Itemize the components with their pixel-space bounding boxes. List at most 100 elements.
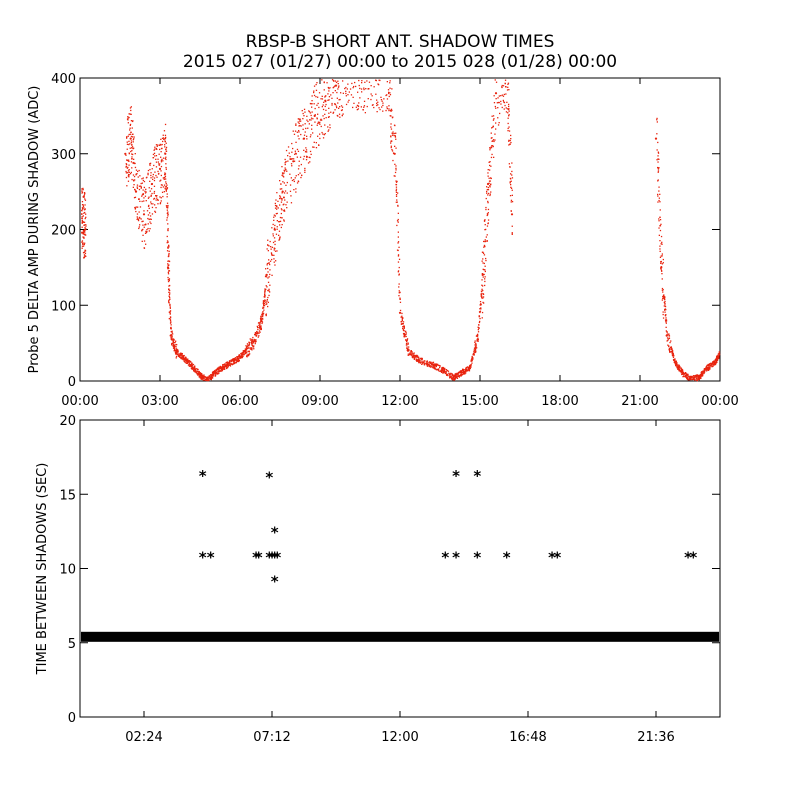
delta-amp-scatter-dot (492, 139, 495, 141)
delta-amp-scatter-dot (501, 86, 503, 89)
delta-amp-scatter-dot (155, 144, 158, 146)
delta-amp-scatter-dot (395, 191, 398, 193)
delta-amp-scatter-dot (145, 231, 147, 234)
delta-amp-scatter-dot (668, 334, 670, 336)
delta-amp-scatter-dot (418, 362, 420, 364)
delta-amp-scatter-dot (253, 340, 255, 342)
delta-amp-scatter-dot (690, 375, 693, 378)
delta-amp-scatter-dot (197, 374, 199, 376)
delta-amp-scatter-dot (474, 348, 476, 350)
delta-amp-scatter-dot (85, 255, 87, 257)
delta-amp-scatter-dot (281, 199, 283, 201)
delta-amp-scatter-dot (225, 366, 228, 368)
delta-amp-scatter-dot (397, 270, 400, 272)
delta-amp-scatter-dot (335, 105, 338, 107)
delta-amp-scatter-dot (399, 312, 402, 314)
delta-amp-scatter-dot (235, 359, 238, 361)
delta-amp-scatter-dot (217, 369, 219, 371)
delta-amp-scatter-dot (504, 79, 507, 81)
delta-amp-scatter-dot (127, 122, 129, 124)
delta-amp-scatter-dot (386, 94, 388, 96)
delta-amp-scatter-dot (660, 268, 662, 270)
delta-amp-scatter-dot (82, 189, 84, 191)
delta-amp-scatter-dot (126, 167, 128, 169)
delta-amp-scatter-dot (240, 352, 242, 355)
delta-amp-scatter-dot (661, 278, 663, 280)
delta-amp-scatter-dot (415, 354, 417, 357)
delta-amp-scatter-dot (196, 372, 198, 374)
delta-amp-scatter-dot (267, 277, 269, 279)
delta-amp-scatter-dot (688, 376, 691, 378)
delta-amp-scatter-dot (425, 362, 427, 365)
delta-amp-scatter-dot (205, 377, 208, 379)
delta-amp-scatter-dot (188, 365, 190, 367)
delta-amp-scatter-dot (344, 87, 346, 90)
delta-amp-scatter-dot (206, 376, 209, 378)
delta-amp-scatter-dot (164, 157, 166, 160)
delta-amp-scatter-dot (668, 333, 670, 335)
delta-amp-scatter-dot (282, 175, 284, 177)
delta-amp-scatter-dot (150, 172, 152, 174)
delta-amp-scatter-dot (381, 106, 383, 108)
delta-amp-scatter-dot (128, 176, 130, 178)
delta-amp-scatter-dot (263, 309, 265, 311)
delta-amp-scatter-dot (363, 106, 365, 108)
outlier-star-marker: * (553, 549, 561, 567)
delta-amp-scatter-dot (347, 101, 349, 103)
delta-amp-scatter-dot (191, 363, 193, 365)
delta-amp-scatter-dot (152, 176, 154, 178)
delta-amp-scatter-dot (662, 258, 664, 261)
delta-amp-scatter-dot (207, 377, 209, 379)
delta-amp-scatter-dot (134, 196, 137, 198)
delta-amp-scatter-dot (676, 367, 679, 369)
delta-amp-scatter-dot (321, 95, 323, 97)
delta-amp-scatter-dot (464, 373, 466, 375)
delta-amp-scatter-dot (318, 92, 321, 94)
delta-amp-scatter-dot (253, 348, 255, 350)
delta-amp-scatter-dot (236, 360, 238, 363)
delta-amp-scatter-dot (671, 351, 673, 353)
delta-amp-scatter-dot (658, 199, 660, 202)
delta-amp-scatter-dot (208, 379, 210, 382)
delta-amp-scatter-dot (177, 350, 179, 352)
delta-amp-scatter-dot (308, 111, 311, 113)
delta-amp-scatter-dot (705, 367, 708, 370)
delta-amp-scatter-dot (81, 226, 83, 228)
delta-amp-scatter-dot (153, 185, 156, 187)
delta-amp-scatter-dot (271, 253, 273, 255)
delta-amp-scatter-dot (486, 240, 488, 242)
delta-amp-scatter-dot (681, 368, 683, 371)
delta-amp-scatter-dot (657, 141, 659, 144)
delta-amp-scatter-dot (84, 252, 87, 254)
delta-amp-scatter-dot (231, 359, 234, 361)
delta-amp-scatter-dot (166, 209, 168, 211)
delta-amp-scatter-dot (165, 182, 167, 185)
delta-amp-scatter-dot (208, 375, 210, 377)
delta-amp-scatter-dot (283, 203, 285, 205)
top-x-tick-label: 06:00 (221, 394, 258, 409)
delta-amp-scatter-dot (154, 146, 156, 148)
delta-amp-scatter-dot (226, 364, 228, 366)
delta-amp-scatter-dot (158, 144, 161, 146)
delta-amp-scatter-dot (262, 307, 264, 309)
delta-amp-scatter-dot (458, 374, 461, 377)
delta-amp-scatter-dot (166, 188, 168, 190)
delta-amp-scatter-dot (150, 188, 153, 190)
outlier-star-marker: * (271, 572, 279, 590)
delta-amp-scatter-dot (313, 85, 316, 87)
top-x-tick-label: 18:00 (541, 394, 578, 409)
delta-amp-scatter-dot (405, 331, 407, 334)
delta-amp-scatter-dot (664, 314, 666, 316)
delta-amp-scatter-dot (656, 159, 658, 161)
delta-amp-scatter-dot (293, 179, 295, 181)
delta-amp-scatter-dot (250, 348, 253, 350)
delta-amp-scatter-dot (155, 158, 157, 160)
delta-amp-scatter-dot (169, 310, 172, 312)
delta-amp-scatter-dot (283, 176, 285, 178)
delta-amp-scatter-dot (327, 116, 330, 118)
delta-amp-scatter-dot (331, 79, 334, 81)
delta-amp-scatter-dot (423, 362, 425, 364)
delta-amp-scatter-dot (510, 141, 512, 144)
delta-amp-scatter-dot (82, 242, 84, 244)
delta-amp-scatter-dot (133, 175, 136, 178)
